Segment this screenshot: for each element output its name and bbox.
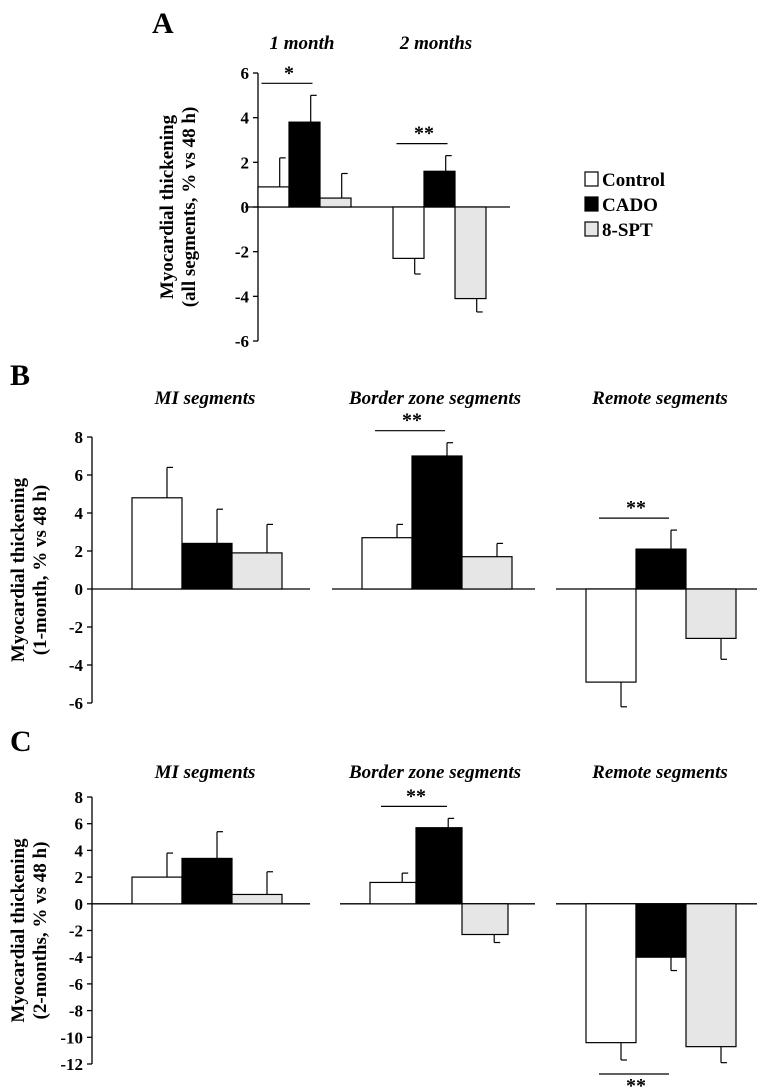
y-axis-label: (2-months, % vs 48 h) <box>30 842 51 1020</box>
y-tick-label: 6 <box>75 466 84 485</box>
bar-cado <box>635 548 687 590</box>
y-tick-label: 2 <box>241 153 250 172</box>
y-tick-label: 0 <box>241 198 250 217</box>
y-tick-label: 6 <box>241 64 250 83</box>
significance-marker: ** <box>626 1075 646 1089</box>
y-tick-label: 0 <box>75 895 84 914</box>
y-tick-label: 2 <box>75 542 84 561</box>
panel-letter: B <box>10 359 30 392</box>
bar-8-spt <box>319 197 352 208</box>
y-tick-label: -2 <box>69 618 83 637</box>
y-tick-label: -4 <box>69 948 84 967</box>
bar-group: Border zone segments** <box>340 762 535 944</box>
bar-cado <box>181 542 233 590</box>
significance-marker: ** <box>406 785 426 807</box>
y-tick-label: -4 <box>235 287 250 306</box>
y-tick-label: 4 <box>75 504 84 523</box>
y-tick-label: -10 <box>60 1028 83 1047</box>
group-title: Remote segments <box>591 762 728 783</box>
bar-cado <box>288 121 321 208</box>
bar-control <box>585 903 637 1044</box>
bar-group: Border zone segments** <box>332 388 535 590</box>
y-tick-label: -8 <box>69 1002 83 1021</box>
significance-marker: * <box>284 62 294 84</box>
y-tick-label: -2 <box>235 243 249 262</box>
legend-swatch <box>584 171 599 187</box>
bar-group: MI segments <box>92 388 310 590</box>
bar-8-spt <box>685 903 737 1048</box>
legend-item: CADO <box>584 195 658 216</box>
bar-group: MI segments <box>92 762 310 905</box>
y-axis-label: Myocardial thickening <box>8 838 29 1023</box>
y-axis-label: (1-month, % vs 48 h) <box>30 485 51 655</box>
bar-cado <box>635 903 687 958</box>
y-tick-label: 8 <box>75 428 84 447</box>
bar-control <box>257 186 290 208</box>
y-tick-label: -6 <box>235 332 249 351</box>
bar-control <box>369 881 417 905</box>
legend-swatch <box>584 221 599 237</box>
group-title: MI segments <box>154 762 256 783</box>
bar-group: Remote segments ** <box>556 388 757 708</box>
group-title: Border zone segments <box>348 762 521 783</box>
panel-b: B Myocardial thickening (1-month, % vs 48 … <box>8 359 757 713</box>
y-tick-label: -12 <box>60 1055 83 1074</box>
group-title: 2 months <box>399 33 472 54</box>
bar-group: Remote segments ** <box>556 762 757 1089</box>
panel-letter: C <box>10 725 32 758</box>
bar-8-spt <box>685 588 737 640</box>
significance-marker: ** <box>402 410 422 432</box>
significance-marker: ** <box>414 123 434 145</box>
bar-control <box>361 537 413 590</box>
bar-cado <box>411 455 463 590</box>
group-title: MI segments <box>154 388 256 409</box>
y-tick-label: 4 <box>241 109 250 128</box>
group-title: Remote segments <box>591 388 728 409</box>
y-tick-label: 6 <box>75 815 84 834</box>
y-tick-label: -2 <box>69 922 83 941</box>
legend: Control CADO 8-SPT <box>584 170 665 241</box>
bar-8-spt <box>231 552 283 590</box>
y-axis-label: Myocardial thickening <box>157 114 178 299</box>
bar-control <box>131 876 183 905</box>
y-tick-label: 2 <box>75 868 84 887</box>
bar-cado <box>415 827 463 905</box>
legend-swatch <box>584 196 599 212</box>
bar-control <box>392 206 425 259</box>
bar-8-spt <box>461 903 509 936</box>
legend-label: 8-SPT <box>602 220 653 241</box>
bar-control <box>585 588 637 683</box>
legend-item: Control <box>584 170 665 191</box>
bar-cado <box>181 857 233 905</box>
bar-8-spt <box>231 893 283 905</box>
y-tick-label: -6 <box>69 694 83 713</box>
bar-cado <box>423 170 456 208</box>
panel-a: A Myocardial thickening (all segments, % v… <box>152 7 510 351</box>
significance-marker: ** <box>626 497 646 519</box>
y-axis-label: (all segments, % vs 48 h) <box>179 107 200 308</box>
legend-label: Control <box>602 170 665 191</box>
panel-letter: A <box>152 7 174 40</box>
y-axis-label: Myocardial thickening <box>8 477 29 662</box>
bar-8-spt <box>454 206 487 300</box>
bar-8-spt <box>461 556 513 590</box>
y-tick-label: 4 <box>75 841 84 860</box>
y-tick-label: -6 <box>69 975 83 994</box>
y-tick-label: 8 <box>75 788 84 807</box>
y-tick-label: 0 <box>75 580 84 599</box>
panel-c: C Myocardial thickening (2-months, % vs 48… <box>8 725 757 1089</box>
bar-control <box>131 497 183 590</box>
legend-label: CADO <box>602 195 658 216</box>
y-tick-label: -4 <box>69 656 84 675</box>
bar-group: 2 months ** <box>372 33 510 313</box>
legend-item: 8-SPT <box>584 220 653 241</box>
bar-group: 1 month * <box>245 33 372 208</box>
group-title: Border zone segments <box>348 388 521 409</box>
group-title: 1 month <box>270 33 335 54</box>
